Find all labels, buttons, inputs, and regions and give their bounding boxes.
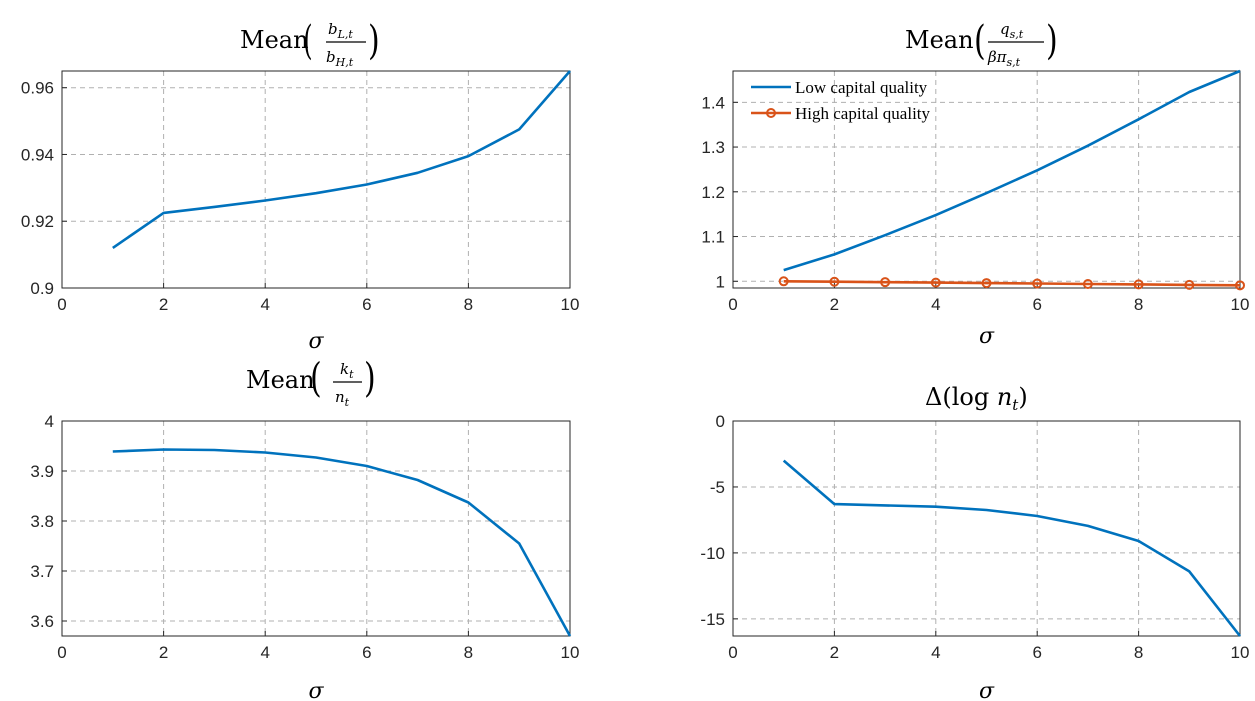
x-tick-label: 6 (1032, 643, 1041, 662)
x-tick-label: 6 (362, 643, 371, 662)
chart-panel-3: 0 2 4 6 8 10 3.6 3.7 3.8 3.9 4 σ (30, 412, 579, 701)
x-tick-label: 4 (260, 643, 269, 662)
y-tick-label: 3.7 (30, 562, 54, 581)
y-tick-label: 0 (716, 412, 725, 431)
x-tick-label: 2 (830, 643, 839, 662)
series-line-1 (112, 70, 571, 249)
data-point (1082, 278, 1093, 289)
svg-text:nt: nt (335, 388, 350, 409)
x-tick-label: 8 (1134, 643, 1143, 662)
chart-panel-2: 0 2 4 6 8 10 1 1.1 1.2 1.3 1.4 σ Low capital quality… (701, 69, 1250, 349)
data-point (1184, 279, 1195, 290)
x-tick-label: 0 (728, 295, 737, 314)
data-point (981, 278, 992, 289)
svg-text:bL,t: bL,t (328, 20, 353, 41)
x-tick-label: 8 (464, 295, 473, 314)
plot-area (733, 71, 1240, 288)
x-axis-label: σ (979, 324, 995, 349)
chart-panel-4: 0 2 4 6 8 10 -15 -10 -5 0 σ (700, 412, 1249, 701)
y-tick-label: 3.6 (30, 612, 54, 631)
data-point (880, 277, 891, 288)
x-tick-label: 8 (464, 643, 473, 662)
plot-area (62, 421, 570, 636)
x-tick-label: 0 (57, 295, 66, 314)
y-tick-label: 1.4 (701, 93, 725, 112)
series-line-1 (782, 459, 1242, 637)
svg-text:(: ( (303, 16, 312, 63)
legend-marker (766, 108, 776, 118)
axes-box (61, 420, 571, 637)
legend-label: High capital quality (795, 104, 931, 123)
x-tick-label: 6 (1032, 295, 1041, 314)
y-tick-label: 0.9 (30, 279, 54, 298)
y-tick-label: -5 (710, 478, 725, 497)
series-line-2 (783, 280, 1241, 287)
chart-panel-1: 0 2 4 6 8 10 0.9 0.92 0.94 0.96 σ (21, 70, 580, 354)
x-tick-label: 2 (830, 295, 839, 314)
svg-text:Mean: Mean (905, 26, 974, 54)
svg-text:qs,t: qs,t (1000, 20, 1024, 41)
x-tick-label: 10 (561, 643, 580, 662)
y-tick-label: 1.1 (701, 228, 725, 247)
y-tick-label: 1.3 (701, 138, 725, 157)
plot-area (62, 71, 570, 288)
svg-text:): ) (364, 355, 376, 402)
x-tick-label: 10 (1231, 295, 1250, 314)
svg-text:Δ(log nt): Δ(log nt) (925, 383, 1028, 414)
axes-box (732, 420, 1241, 637)
y-tick-label: 0.96 (21, 79, 54, 98)
x-tick-label: 8 (1134, 295, 1143, 314)
svg-text:Mean: Mean (240, 26, 309, 54)
y-tick-label: 0.94 (21, 145, 54, 164)
x-tick-label: 4 (931, 643, 940, 662)
x-axis-label: σ (308, 679, 324, 701)
x-tick-label: 0 (57, 643, 66, 662)
x-tick-label: 0 (728, 643, 737, 662)
svg-text:βπs,t: βπs,t (987, 48, 1021, 69)
svg-text:kt: kt (340, 360, 354, 381)
title-panel-4: Δ(log nt) (925, 383, 1028, 414)
legend: Low capital quality High capital quality (751, 78, 931, 123)
data-point (930, 277, 941, 288)
axes-box (61, 70, 571, 289)
y-tick-label: 4 (45, 412, 54, 431)
svg-text:): ) (368, 18, 380, 65)
svg-text:bH,t: bH,t (326, 48, 354, 69)
title-panel-1: Mean ( bL,t bH,t ) (240, 16, 380, 69)
plot-area (733, 421, 1240, 636)
data-point (1235, 280, 1245, 291)
series-line-1 (112, 448, 572, 637)
x-tick-label: 2 (159, 643, 168, 662)
x-tick-label: 4 (931, 295, 940, 314)
svg-text:(: ( (310, 355, 322, 402)
y-tick-label: 3.9 (30, 462, 54, 481)
x-axis-label: σ (979, 679, 995, 701)
title-panel-3: Mean ( kt nt ) (246, 355, 376, 409)
svg-text:Mean: Mean (246, 366, 315, 394)
y-tick-label: 3.8 (30, 512, 54, 531)
x-tick-label: 4 (260, 295, 269, 314)
x-tick-label: 2 (159, 295, 168, 314)
data-point (1032, 278, 1043, 289)
y-tick-label: 1 (716, 272, 725, 291)
svg-text:): ) (1046, 18, 1058, 65)
y-tick-label: 0.92 (21, 212, 54, 231)
x-tick-label: 10 (1231, 643, 1250, 662)
y-tick-label: -10 (700, 544, 725, 563)
data-point (778, 276, 789, 287)
x-axis-label: σ (308, 329, 324, 354)
y-tick-label: -15 (700, 610, 725, 629)
data-point (1133, 279, 1144, 290)
svg-text:(: ( (974, 18, 986, 65)
y-tick-label: 1.2 (701, 183, 725, 202)
legend-label: Low capital quality (795, 78, 928, 97)
data-point (829, 276, 840, 287)
series-line-1 (783, 69, 1241, 272)
x-tick-label: 10 (561, 295, 580, 314)
x-tick-label: 6 (362, 295, 371, 314)
title-panel-2: Mean ( qs,t βπs,t ) (905, 18, 1058, 69)
